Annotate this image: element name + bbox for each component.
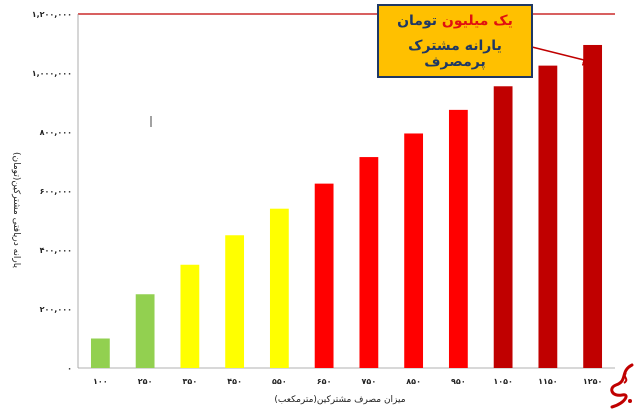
bar <box>180 264 200 368</box>
bar <box>583 44 603 368</box>
y-tick-label: ۴۰۰,۰۰۰ <box>40 246 72 255</box>
x-tick-label: ۹۵۰ <box>451 377 466 386</box>
y-tick-labels: ۰ ۲۰۰,۰۰۰ ۴۰۰,۰۰۰ ۶۰۰,۰۰۰ ۸۰۰,۰۰۰ ۱,۰۰۰,۰۰۰ ۱,… <box>32 10 72 373</box>
x-tick-label: ۲۵۰ <box>138 377 153 386</box>
bar <box>404 133 424 368</box>
y-tick-label: ۰ <box>67 364 72 373</box>
x-tick-label: ۱۱۵۰ <box>538 377 558 386</box>
bar <box>269 208 289 368</box>
x-tick-label: ۷۵۰ <box>362 377 377 386</box>
y-tick-label: ۸۰۰,۰۰۰ <box>40 128 72 137</box>
callout-box: یک میلیون تومان یارانه مشترک پرمصرف <box>377 4 533 78</box>
y-tick-label: ۲۰۰,۰۰۰ <box>40 305 72 314</box>
y-tick-label: ۱,۰۰۰,۰۰۰ <box>32 69 72 78</box>
y-axis-title: یارانه دریافتی مشترکین(تومان) <box>11 152 21 268</box>
bar <box>225 235 245 368</box>
bar <box>493 86 513 369</box>
bar <box>359 157 379 368</box>
callout-highlight: یک میلیون <box>441 13 513 29</box>
bar <box>90 338 110 368</box>
bar <box>314 183 334 368</box>
x-tick-label: ۶۵۰ <box>317 377 332 386</box>
callout-unit: تومان <box>397 13 438 29</box>
site-logo-watermark <box>610 363 634 409</box>
x-tick-label: ۴۵۰ <box>227 377 242 386</box>
bar <box>448 109 468 368</box>
x-tick-label: ۸۵۰ <box>406 377 421 386</box>
bar <box>538 65 558 368</box>
bar <box>135 294 155 368</box>
bars <box>90 44 603 369</box>
x-tick-label: ۳۵۰ <box>183 377 198 386</box>
y-tick-label: ۱,۲۰۰,۰۰۰ <box>32 10 72 19</box>
callout-line-2: یارانه مشترک پرمصرف <box>408 38 502 70</box>
callout-line-1: یک میلیون تومان <box>379 13 531 29</box>
x-tick-label: ۱۰۰ <box>93 377 108 386</box>
x-tick-label: ۱۰۵۰ <box>493 377 513 386</box>
x-tick-labels: ۱۰۰ ۲۵۰ ۳۵۰ ۴۵۰ ۵۵۰ ۶۵۰ ۷۵۰ ۸۵۰ ۹۵۰ ۱۰۵۰ ۱۱۵۰ ۱۲۵۰ <box>93 377 602 386</box>
y-tick-label: ۶۰۰,۰۰۰ <box>40 187 72 196</box>
x-tick-label: ۱۲۵۰ <box>583 377 603 386</box>
x-tick-label: ۵۵۰ <box>272 377 287 386</box>
x-axis-title: میزان مصرف مشترکین(مترمکعب) <box>274 395 405 405</box>
